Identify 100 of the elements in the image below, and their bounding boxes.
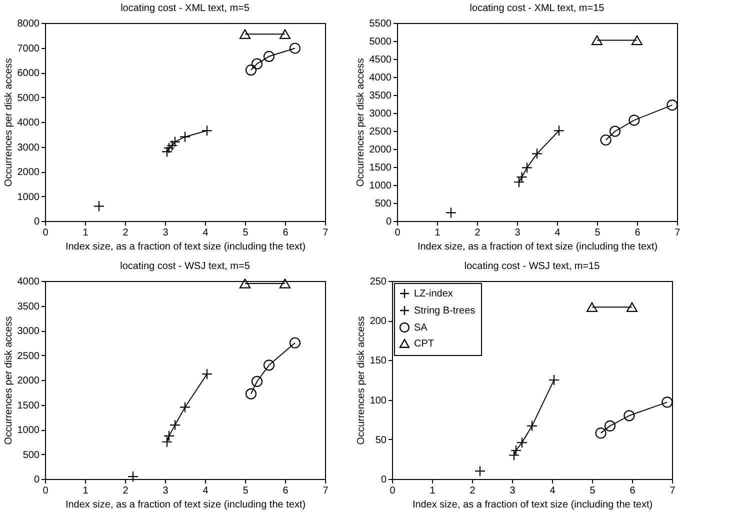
legend-label: String B-trees (414, 306, 476, 316)
x-tick-label: 0 (42, 486, 49, 496)
y-tick-label: 2500 (369, 126, 392, 138)
chart-title: locating cost - XML text, m=15 (470, 3, 605, 14)
y-tick-label: 500 (22, 450, 40, 461)
x-tick-label: 7 (674, 228, 681, 238)
point (161, 436, 173, 448)
x-tick-label: 1 (82, 486, 89, 496)
y-tick-label: 4500 (369, 54, 392, 66)
point (609, 126, 621, 137)
y-axis-title: Occurrences per disk access (356, 316, 367, 445)
point (289, 337, 301, 348)
x-tick-label: 3 (510, 486, 516, 496)
x-tick-label: 2 (470, 486, 476, 496)
point (179, 402, 191, 413)
point (521, 162, 533, 174)
x-tick-label: 3 (514, 228, 521, 238)
y-tick-label: 250 (370, 276, 387, 288)
y-tick-label: 5000 (369, 36, 392, 48)
point (508, 450, 520, 461)
x-tick-label: 4 (550, 486, 556, 496)
y-tick-label: 1000 (369, 180, 392, 192)
y-tick-label: 3000 (369, 108, 392, 120)
point (513, 176, 525, 188)
point (445, 207, 457, 218)
point (263, 50, 275, 62)
y-tick-label: 2000 (17, 167, 40, 178)
x-tick-label: 7 (322, 486, 329, 496)
point (600, 134, 612, 146)
x-axis-title: Index size, as a fraction of text size (including the text) (65, 242, 306, 252)
x-axis-title: Index size, as a fraction of text size (including the text) (412, 500, 653, 510)
y-tick-label: 7000 (17, 43, 40, 54)
y-tick-label: 5000 (17, 92, 40, 104)
x-tick-label: 1 (82, 228, 89, 238)
y-tick-label: 3000 (17, 326, 40, 337)
y-axis-title: Occurrences per disk access (3, 58, 14, 187)
legend-label: LZ-index (414, 288, 453, 300)
x-tick-label: 7 (670, 486, 676, 496)
x-tick-label: 6 (282, 228, 289, 238)
x-tick-label: 7 (322, 228, 329, 238)
point (93, 200, 105, 212)
y-tick-label: 8000 (17, 18, 40, 30)
y-tick-label: 1500 (17, 400, 40, 412)
y-tick-label: 4000 (17, 118, 40, 128)
point (553, 125, 565, 136)
point (531, 148, 543, 160)
point (245, 64, 257, 76)
y-tick-label: 2500 (17, 350, 40, 362)
point (595, 428, 606, 439)
point (628, 114, 640, 126)
point (201, 368, 213, 380)
x-tick-label: 3 (162, 486, 169, 496)
y-tick-label: 4000 (17, 276, 40, 288)
y-axis-title: Occurrences per disk access (3, 316, 14, 445)
y-tick-label: 3500 (17, 301, 40, 312)
y-tick-label: 3000 (17, 142, 40, 154)
x-tick-label: 1 (434, 228, 441, 238)
point (526, 420, 538, 432)
y-tick-label: 3500 (369, 90, 392, 102)
y-tick-label: 50 (375, 434, 387, 446)
x-tick-label: 6 (282, 486, 289, 496)
x-tick-label: 5 (242, 228, 249, 238)
y-tick-label: 0 (386, 216, 392, 228)
y-tick-label: 150 (370, 356, 387, 367)
point (169, 419, 181, 431)
point (169, 136, 181, 148)
point (263, 360, 275, 371)
x-tick-label: 3 (162, 228, 169, 238)
point (201, 125, 213, 136)
point (127, 470, 139, 482)
point (289, 42, 301, 54)
point (251, 58, 263, 70)
point (604, 420, 616, 432)
y-tick-label: 5500 (369, 18, 392, 30)
y-tick-label: 1500 (369, 162, 392, 174)
legend-label: CPT (414, 338, 434, 350)
chart-title: locating cost - WSJ text, m=15 (464, 261, 600, 272)
y-tick-label: 0 (380, 474, 387, 486)
x-tick-label: 1 (430, 486, 436, 496)
x-axis-title: Index size, as a fraction of text size (including the text) (65, 500, 306, 510)
x-tick-label: 2 (122, 486, 129, 496)
x-tick-label: 5 (590, 486, 596, 496)
chart-title: locating cost - XML text, m=5 (120, 3, 250, 14)
x-tick-label: 2 (474, 228, 481, 238)
legend-label: SA (414, 322, 428, 334)
point (624, 410, 635, 422)
x-tick-label: 0 (42, 228, 49, 238)
point (245, 388, 257, 400)
x-tick-label: 0 (394, 228, 401, 238)
y-tick-label: 2000 (369, 144, 392, 156)
x-tick-label: 6 (634, 228, 641, 238)
x-tick-label: 5 (594, 228, 601, 238)
y-tick-label: 500 (374, 198, 392, 210)
x-tick-label: 5 (242, 486, 249, 496)
x-tick-label: 6 (630, 486, 636, 496)
y-tick-label: 1000 (17, 192, 40, 203)
y-axis-title: Occurrences per disk access (355, 58, 366, 187)
y-tick-label: 4000 (369, 72, 392, 84)
point (662, 396, 673, 408)
y-tick-label: 200 (370, 316, 387, 328)
